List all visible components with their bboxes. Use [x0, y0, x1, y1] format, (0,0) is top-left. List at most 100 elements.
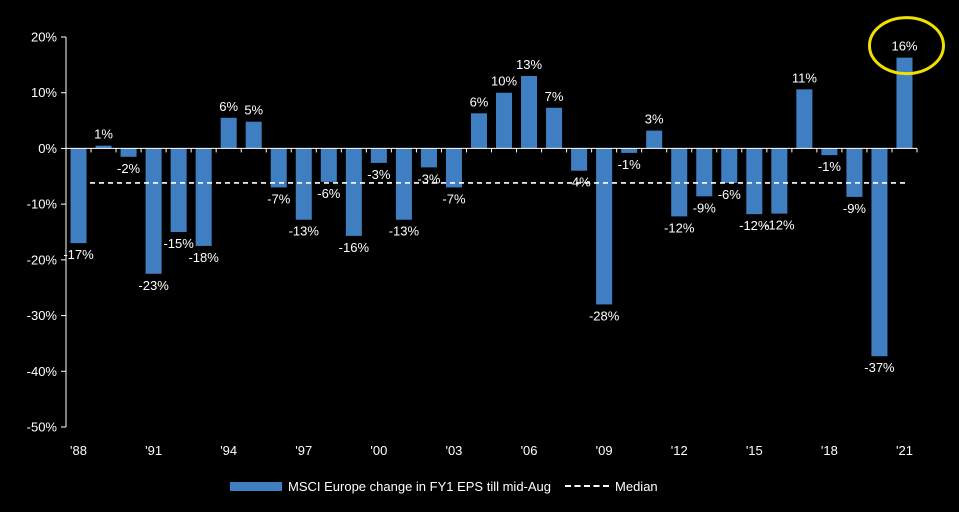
bar [145, 148, 162, 274]
bar [796, 89, 813, 149]
bar-value-label: -37% [864, 360, 895, 375]
bar-value-label: -9% [693, 200, 717, 215]
bar [245, 121, 262, 149]
y-tick-label: -50% [27, 420, 58, 435]
bar [95, 145, 112, 149]
bar [721, 148, 738, 183]
bar-value-label: 11% [792, 70, 817, 85]
bar [70, 148, 87, 244]
bar [496, 92, 513, 149]
bar-value-label: -13% [389, 224, 420, 239]
bar-value-label: -1% [818, 159, 842, 174]
x-tick-label: '15 [746, 443, 763, 458]
bar [621, 148, 638, 153]
x-tick-label: '21 [896, 443, 913, 458]
bar-value-label: -7% [267, 191, 291, 206]
legend-swatch-bar [230, 481, 282, 491]
x-tick-label: '00 [370, 443, 387, 458]
bar-value-label: 6% [470, 94, 489, 109]
bar-value-label: -18% [188, 250, 219, 265]
bar-value-label: 1% [94, 127, 113, 142]
bar [470, 113, 487, 149]
y-tick-label: 10% [31, 85, 57, 100]
bar-value-label: -3% [417, 171, 441, 186]
bars [70, 57, 913, 357]
legend-swatch-median [565, 485, 610, 487]
bar-value-label: -17% [63, 247, 94, 262]
x-tick-label: '91 [145, 443, 162, 458]
y-tick-label: 0% [38, 141, 57, 156]
bar [270, 148, 287, 188]
bar [445, 148, 462, 188]
x-tick-label: '03 [445, 443, 462, 458]
highlight-layer [867, 16, 945, 76]
legend-item-eps: MSCI Europe change in FY1 EPS till mid-A… [230, 479, 551, 494]
y-tick-label: -10% [27, 197, 58, 212]
bar [571, 148, 588, 171]
bar [220, 117, 237, 149]
bar [871, 148, 888, 357]
bar-value-label: -7% [442, 191, 466, 206]
bar-value-label: 6% [219, 99, 238, 114]
bar-value-label: -13% [289, 224, 320, 239]
bar [395, 148, 412, 220]
bar-value-label: -1% [618, 157, 642, 172]
bar-value-label: 7% [545, 89, 564, 104]
bar-value-label: -12% [739, 218, 770, 233]
bar-value-label: -12% [764, 218, 795, 233]
bar-value-label: -4% [568, 175, 592, 190]
legend: MSCI Europe change in FY1 EPS till mid-A… [230, 476, 658, 496]
data-labels: -17% 1% -2% -23% -15%-18% 6% 5% -7% -13% -6% -16% -… [63, 39, 918, 376]
bar-value-label: -15% [163, 236, 194, 251]
y-tick-label: -30% [27, 308, 58, 323]
bar-value-label: 5% [244, 103, 263, 118]
x-tick-label: '12 [671, 443, 688, 458]
bar [546, 107, 563, 149]
y-tick-label: -40% [27, 364, 58, 379]
bar [345, 148, 362, 236]
bar-value-label: -16% [339, 240, 370, 255]
bar [195, 148, 212, 246]
legend-label-median: Median [615, 478, 658, 494]
bar-value-label: 3% [645, 112, 664, 127]
bar [596, 148, 613, 305]
bar [170, 148, 187, 232]
bar-value-label: 16% [891, 39, 917, 54]
bar [896, 57, 913, 149]
bar [320, 148, 337, 182]
x-tick-label: '18 [821, 443, 838, 458]
bar-value-label: -3% [367, 167, 391, 182]
bar [771, 148, 788, 214]
bar [746, 148, 763, 215]
bar [821, 148, 838, 156]
x-tick-label: '97 [295, 443, 312, 458]
bar-value-label: -9% [843, 201, 867, 216]
bar-value-label: 10% [491, 74, 517, 89]
bar [521, 76, 538, 149]
x-axis: '88 '91 '94 '97 '00 '03 '06 '09 '12 '15 '18 '21 [65, 147, 918, 458]
x-tick-label: '06 [521, 443, 538, 458]
x-tick-label: '94 [220, 443, 237, 458]
bar [370, 148, 387, 163]
bar-value-label: -28% [589, 308, 620, 323]
highlight-circle [867, 16, 945, 76]
bar-value-label: 13% [516, 57, 542, 72]
bar-value-label: -23% [138, 278, 169, 293]
y-tick-label: 20% [31, 30, 57, 45]
bar-value-label: -6% [317, 186, 341, 201]
legend-item-median: Median [565, 479, 658, 494]
bar [295, 148, 312, 220]
bar [696, 148, 713, 197]
x-tick-label: '88 [70, 443, 87, 458]
bar [420, 148, 437, 168]
bar [846, 148, 863, 197]
bar-value-label: -2% [117, 161, 141, 176]
legend-label-eps: MSCI Europe change in FY1 EPS till mid-A… [288, 478, 552, 494]
bar-value-label: -12% [664, 220, 695, 235]
y-tick-label: -20% [27, 252, 58, 267]
bar [120, 148, 137, 157]
y-axis: -50% -40% -30% -20% -10% 0% 10% 20% [27, 30, 67, 435]
bar [646, 130, 663, 149]
x-tick-label: '09 [596, 443, 613, 458]
